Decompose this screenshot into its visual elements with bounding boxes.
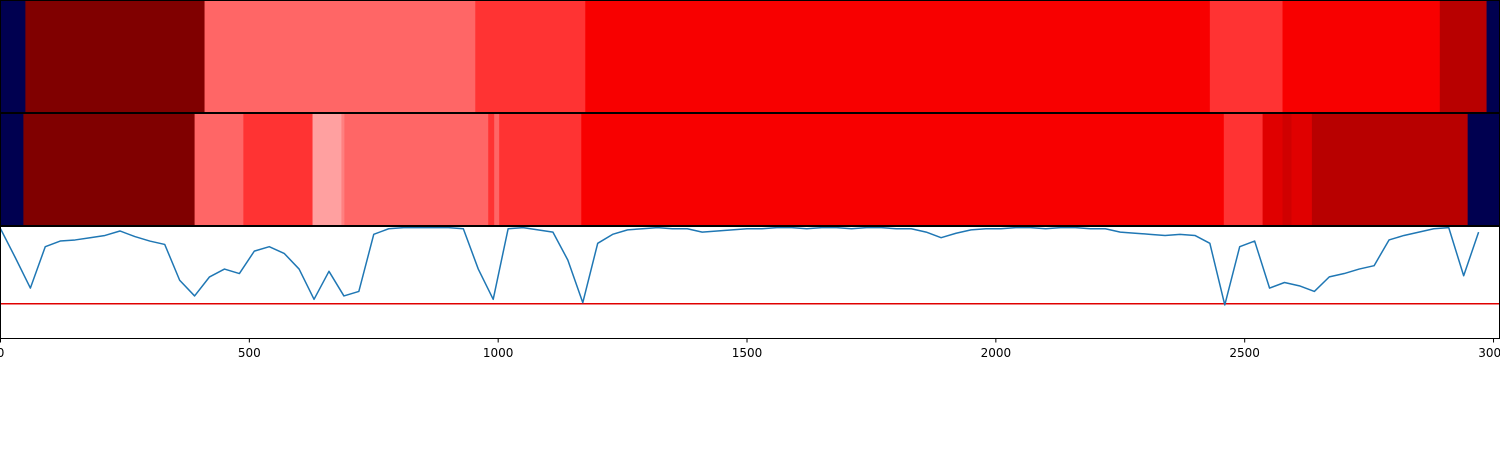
band-segment <box>1209 0 1283 113</box>
band-segment <box>1291 113 1313 226</box>
band-segment <box>1282 113 1292 226</box>
band-segment <box>1486 0 1500 113</box>
band-segment <box>475 0 586 113</box>
x-tick-label: 500 <box>238 346 261 360</box>
band-segment <box>0 0 26 113</box>
band-segment <box>581 113 1225 226</box>
data-line <box>0 226 1480 306</box>
band-segment <box>243 113 313 226</box>
panel-frame <box>0 226 1500 339</box>
x-tick-label: 1000 <box>483 346 514 360</box>
band-segment <box>1282 0 1441 113</box>
band-segment <box>499 113 582 226</box>
x-tick-label: 0 <box>0 346 4 360</box>
band-segment <box>344 113 489 226</box>
band-segment <box>25 0 205 113</box>
band-segment <box>1223 113 1264 226</box>
x-tick-label: 2500 <box>1229 346 1260 360</box>
band-segment <box>23 113 195 226</box>
band-segment <box>488 113 495 226</box>
band-segment <box>341 113 345 226</box>
band-segment <box>204 0 476 113</box>
band-segment <box>1262 113 1283 226</box>
band-segment <box>312 113 342 226</box>
x-tick-label: 1500 <box>732 346 763 360</box>
x-tick-label: 3000 <box>1478 346 1500 360</box>
x-tick-label: 2000 <box>981 346 1012 360</box>
band-segment <box>1311 113 1469 226</box>
band-segment <box>0 113 24 226</box>
band-segment <box>194 113 244 226</box>
band-segment <box>1467 113 1500 226</box>
band-segment <box>585 0 1211 113</box>
band-segment <box>1439 0 1487 113</box>
band-segment <box>494 113 500 226</box>
